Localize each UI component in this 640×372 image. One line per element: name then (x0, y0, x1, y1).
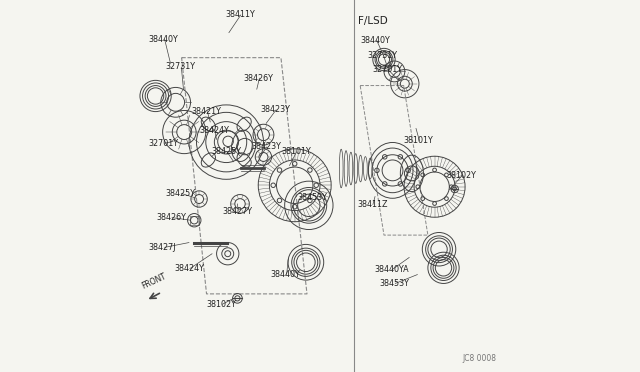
Text: 38440Y: 38440Y (149, 35, 179, 44)
Text: 38421Y: 38421Y (191, 107, 221, 116)
Text: 38453Y: 38453Y (380, 279, 410, 288)
Text: 38102Y: 38102Y (447, 171, 476, 180)
Text: 38425Y: 38425Y (211, 147, 241, 156)
Text: 38423Y: 38423Y (251, 142, 281, 151)
Text: 38411Y: 38411Y (225, 10, 255, 19)
Text: 32701Y: 32701Y (373, 65, 403, 74)
Text: 32701Y: 32701Y (149, 139, 179, 148)
Text: 38424Y: 38424Y (199, 126, 229, 135)
Text: FRONT: FRONT (141, 272, 168, 291)
Text: 32731Y: 32731Y (166, 62, 196, 71)
Text: 38426Y: 38426Y (244, 74, 274, 83)
Text: 38427Y: 38427Y (223, 207, 253, 216)
Text: 38440YA: 38440YA (374, 265, 408, 274)
Text: 38427J: 38427J (149, 243, 177, 252)
Text: 38453Y: 38453Y (297, 193, 327, 202)
Text: 38440Y: 38440Y (271, 270, 301, 279)
Text: 38424Y: 38424Y (174, 264, 204, 273)
Text: 38423Y: 38423Y (260, 105, 291, 114)
Text: F/LSD: F/LSD (358, 16, 388, 26)
Text: 38440Y: 38440Y (361, 36, 390, 45)
Text: 38411Z: 38411Z (357, 200, 388, 209)
Bar (190, 216, 199, 225)
Text: 38426Y: 38426Y (156, 213, 186, 222)
Text: 38425Y: 38425Y (166, 189, 196, 198)
Text: 38101Y: 38101Y (281, 147, 310, 156)
Text: JC8 0008: JC8 0008 (463, 354, 497, 363)
Text: 32731Y: 32731Y (367, 51, 397, 60)
Text: 38101Y: 38101Y (404, 136, 433, 145)
Text: 38102Y: 38102Y (207, 300, 236, 309)
